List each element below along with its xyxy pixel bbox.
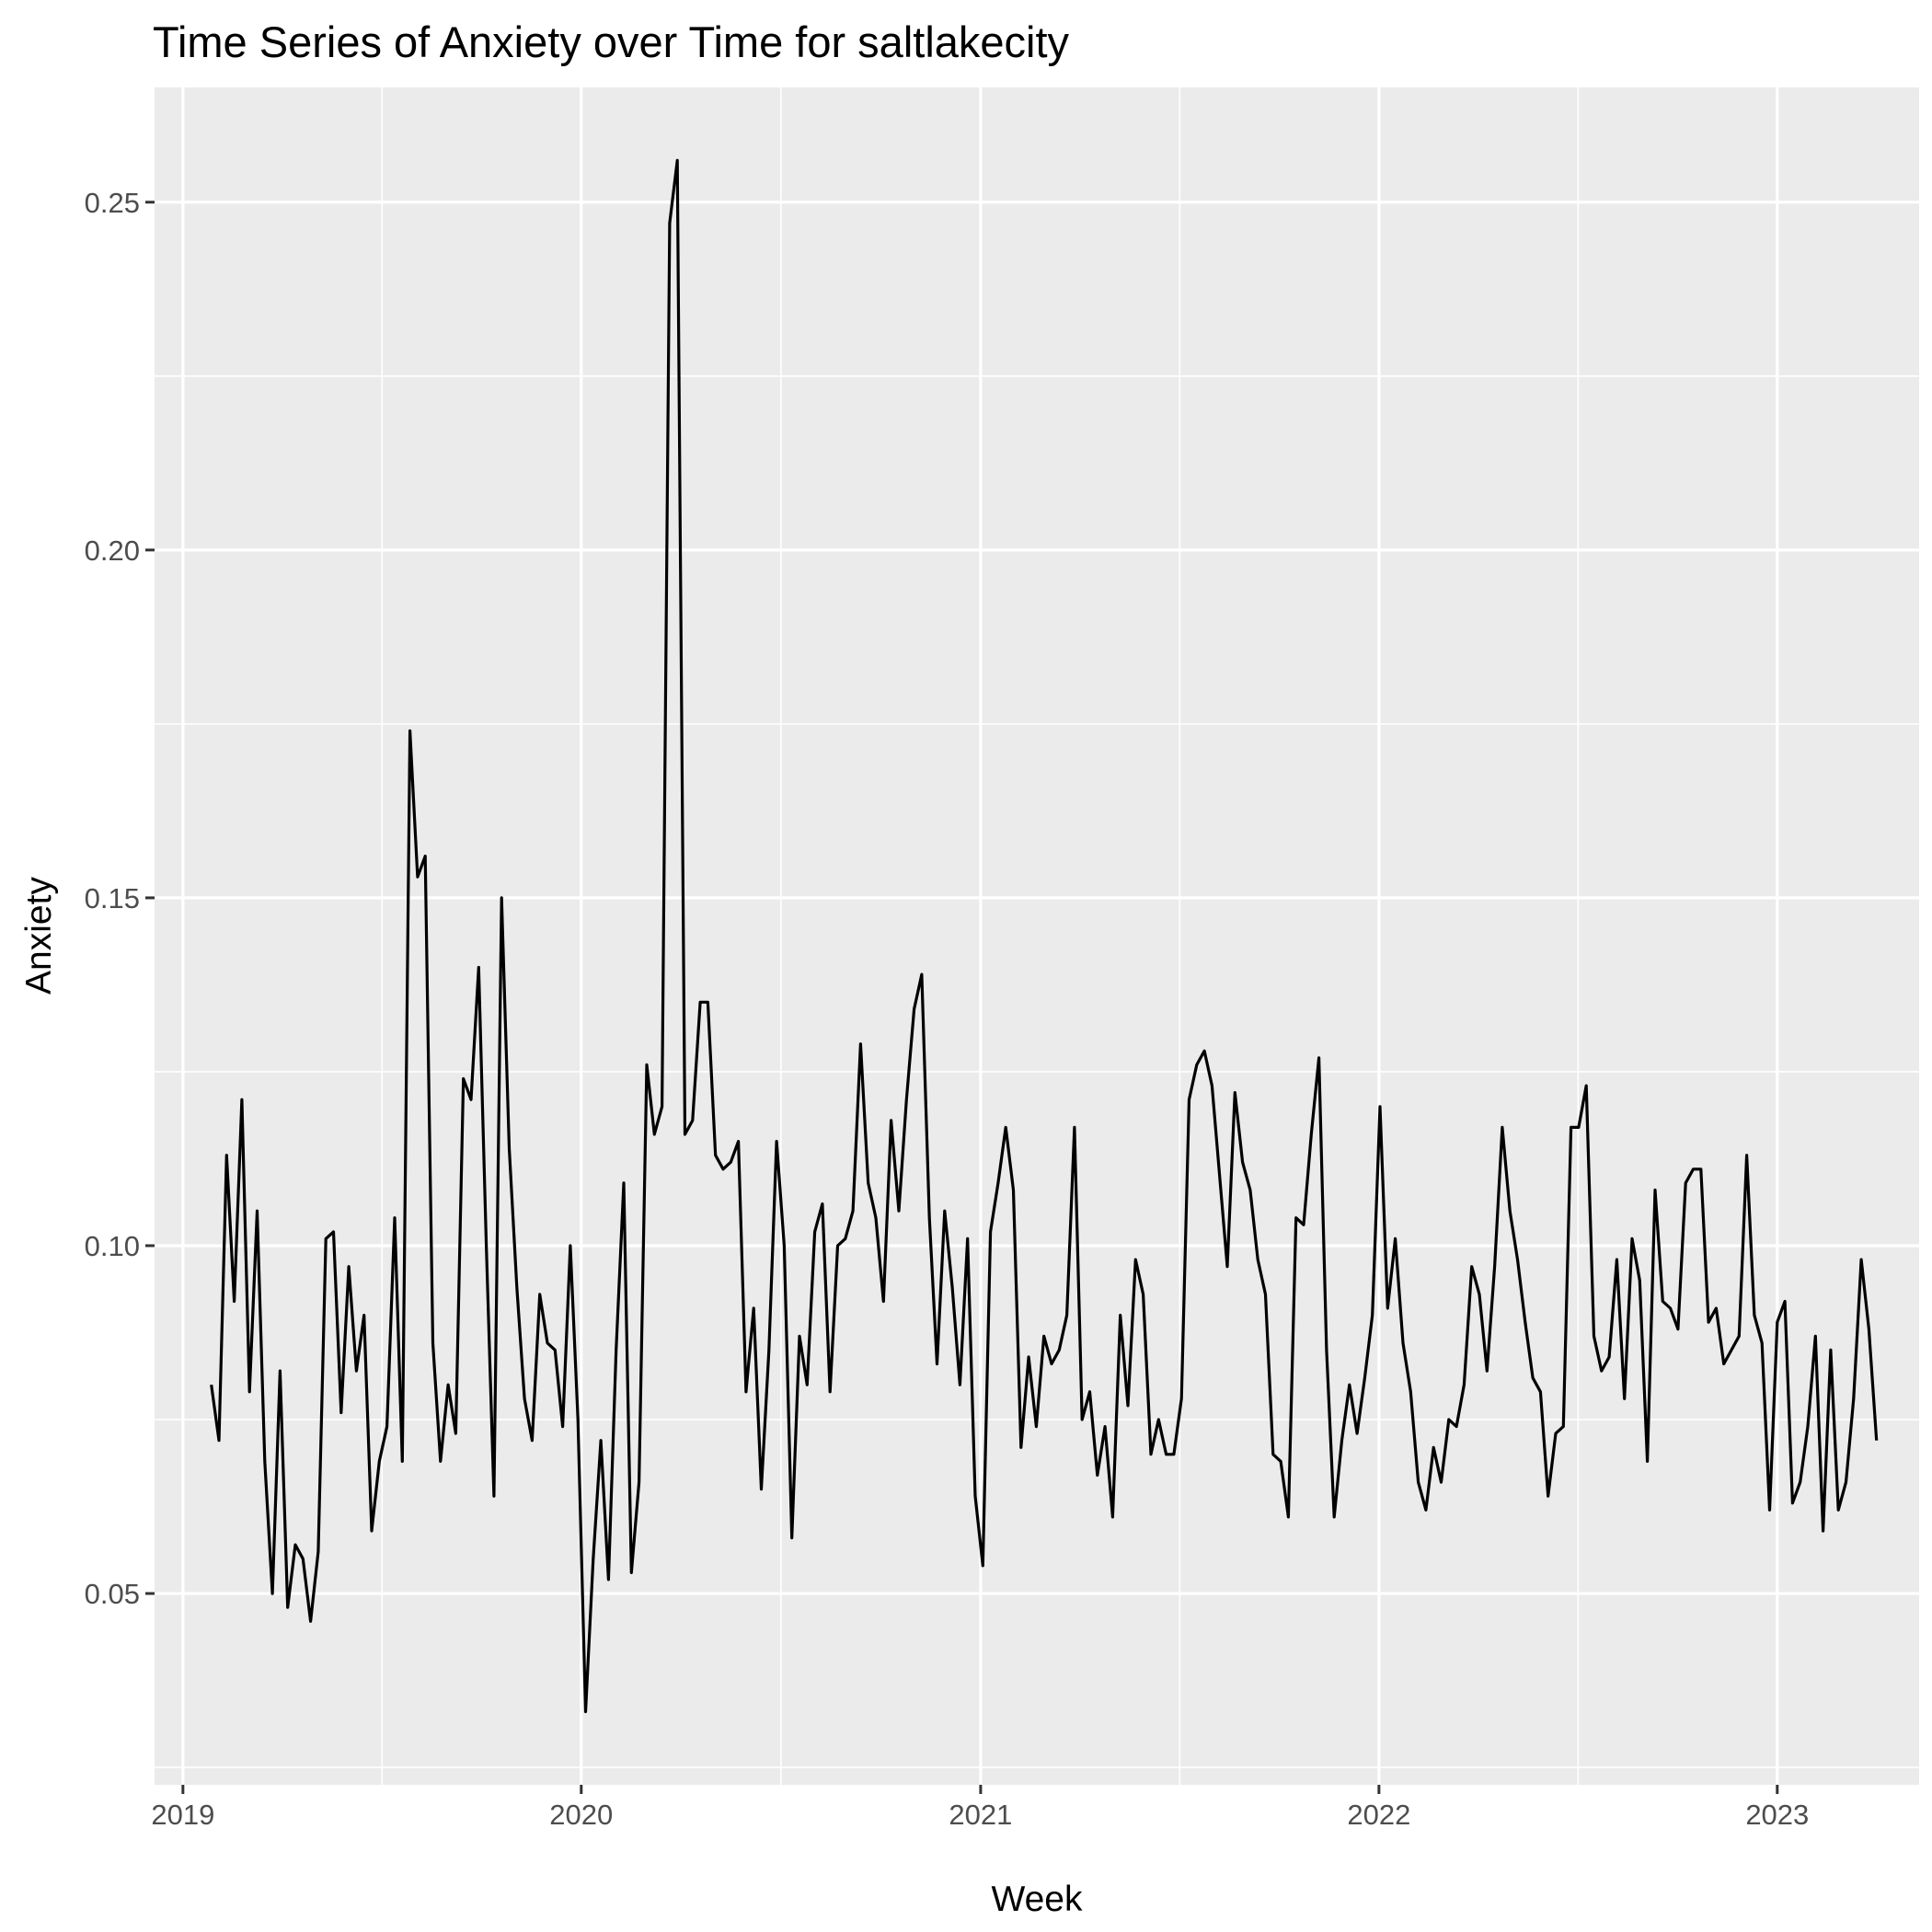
y-tick-label: 0.25 <box>85 187 140 219</box>
x-tick-label: 2023 <box>1745 1799 1809 1831</box>
y-tick-label: 0.20 <box>85 535 140 567</box>
x-tick-label: 2021 <box>949 1799 1012 1831</box>
grid-major <box>155 87 1919 1785</box>
x-axis-title: Week <box>992 1880 1083 1919</box>
grid-minor <box>155 87 1919 1785</box>
y-tick-label: 0.10 <box>85 1230 140 1262</box>
plot-panel <box>155 87 1919 1785</box>
x-tick-label: 2020 <box>549 1799 613 1831</box>
x-axis: 2019 2020 2021 2022 2023 <box>151 1785 1809 1831</box>
series-line-anxiety <box>210 158 1879 1714</box>
y-axis: 0.05 0.10 0.15 0.20 0.25 <box>85 187 155 1610</box>
x-tick-label: 2019 <box>151 1799 214 1831</box>
y-axis-title: Anxiety <box>19 877 59 995</box>
y-tick-label: 0.05 <box>85 1578 140 1610</box>
x-tick-label: 2022 <box>1347 1799 1410 1831</box>
y-tick-label: 0.15 <box>85 882 140 914</box>
chart-title: Time Series of Anxiety over Time for sal… <box>153 17 1070 66</box>
